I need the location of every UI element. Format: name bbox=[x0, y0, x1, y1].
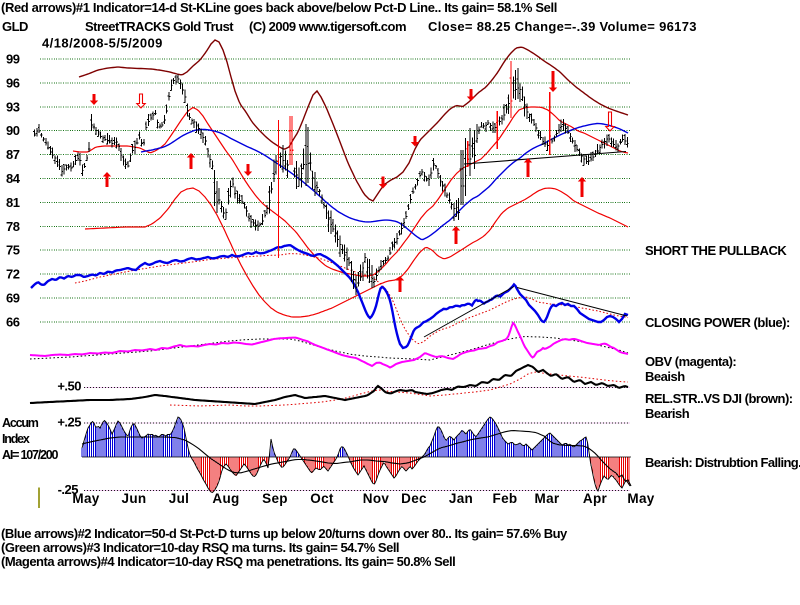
svg-text:Bearish: Bearish bbox=[645, 406, 690, 421]
svg-text:Aug: Aug bbox=[212, 491, 239, 506]
svg-text:CLOSING POWER (blue):: CLOSING POWER (blue): bbox=[645, 315, 790, 330]
svg-text:Accum: Accum bbox=[2, 416, 39, 430]
svg-text:Jan: Jan bbox=[449, 491, 473, 506]
svg-text:(C) 2009 www.tigersoft.com: (C) 2009 www.tigersoft.com bbox=[249, 19, 406, 34]
svg-text:93: 93 bbox=[6, 99, 20, 114]
svg-text:78: 78 bbox=[6, 219, 20, 234]
svg-text:Beaish: Beaish bbox=[645, 369, 685, 384]
svg-text:81: 81 bbox=[6, 195, 20, 210]
svg-text:(Magenta arrows)#4 Indicator=1: (Magenta arrows)#4 Indicator=10-day RSQ … bbox=[1, 554, 455, 569]
svg-text:Jun: Jun bbox=[122, 491, 147, 506]
svg-text:StreetTRACKS Gold Trust: StreetTRACKS Gold Trust bbox=[85, 19, 234, 34]
svg-text:+.25: +.25 bbox=[57, 415, 81, 430]
svg-text:Apr: Apr bbox=[583, 491, 608, 506]
svg-text:AI= 107/200: AI= 107/200 bbox=[2, 448, 59, 462]
svg-text:84: 84 bbox=[6, 171, 21, 186]
svg-text:May: May bbox=[72, 491, 99, 506]
svg-text:Close= 88.25 Change=-.39 Vol: Close= 88.25 Change=-.39 Volume= 96173 bbox=[428, 19, 697, 34]
svg-text:Oct: Oct bbox=[310, 491, 334, 506]
svg-text:Mar: Mar bbox=[535, 491, 560, 506]
svg-text:96: 96 bbox=[6, 75, 20, 90]
svg-text:GLD: GLD bbox=[2, 19, 28, 34]
svg-text:99: 99 bbox=[6, 52, 20, 67]
svg-text:OBV (magenta):: OBV (magenta): bbox=[645, 354, 736, 369]
svg-text:Index: Index bbox=[2, 432, 30, 446]
svg-text:(Green arrows)#3 Indicator=10-: (Green arrows)#3 Indicator=10-day RSQ ma… bbox=[1, 540, 399, 555]
svg-text:May: May bbox=[627, 491, 654, 506]
svg-text:REL.STR..VS DJI (brown):: REL.STR..VS DJI (brown): bbox=[645, 391, 793, 406]
svg-text:(Red arrows)#1 Indicator=14-d: (Red arrows)#1 Indicator=14-d St-KLine g… bbox=[1, 0, 557, 15]
svg-text:Bearish: Distrubtion Falling.: Bearish: Distrubtion Falling. bbox=[645, 455, 800, 470]
svg-text:Nov: Nov bbox=[363, 491, 390, 506]
svg-text:SHORT THE PULLBACK: SHORT THE PULLBACK bbox=[645, 243, 787, 258]
svg-text:+.50: +.50 bbox=[57, 379, 81, 394]
svg-text:Sep: Sep bbox=[262, 491, 288, 506]
svg-text:-.25: -.25 bbox=[58, 482, 79, 497]
svg-text:75: 75 bbox=[6, 243, 20, 258]
svg-text:90: 90 bbox=[6, 123, 20, 138]
svg-text:Dec: Dec bbox=[401, 491, 427, 506]
svg-text:72: 72 bbox=[6, 267, 20, 282]
svg-text:69: 69 bbox=[6, 291, 20, 306]
svg-text:Jul: Jul bbox=[169, 491, 189, 506]
svg-text:66: 66 bbox=[6, 314, 20, 329]
svg-text:(Blue arrows)#2 Indicator=50-d: (Blue arrows)#2 Indicator=50-d St-Pct-D … bbox=[1, 526, 568, 541]
svg-text:Feb: Feb bbox=[493, 491, 518, 506]
svg-text:87: 87 bbox=[6, 147, 20, 162]
svg-text:4/18/2008-5/5/2009: 4/18/2008-5/5/2009 bbox=[42, 36, 163, 51]
